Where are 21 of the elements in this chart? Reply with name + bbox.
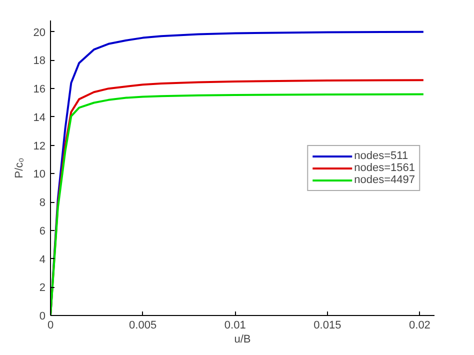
x-tick-label: 0.005 <box>129 320 157 332</box>
x-tick-label: 0.01 <box>224 320 246 332</box>
legend-label: nodes=1561 <box>354 162 415 174</box>
y-tick-label: 10 <box>33 168 46 181</box>
y-tick-label: 20 <box>33 26 46 39</box>
x-axis-title: u/B <box>234 334 251 346</box>
legend-label: nodes=4497 <box>354 174 415 186</box>
x-tick-label: 0.02 <box>409 320 430 332</box>
y-tick-label: 2 <box>39 282 46 294</box>
y-axis-title: P/c₀ <box>13 158 26 178</box>
y-tick-label: 8 <box>39 197 46 210</box>
y-tick-label: 4 <box>39 254 46 266</box>
legend-label: nodes=511 <box>354 150 408 162</box>
y-tick-label: 16 <box>33 84 46 96</box>
y-tick-label: 0 <box>39 310 46 322</box>
x-tick-label: 0 <box>47 320 54 332</box>
y-tick-label: 14 <box>33 112 46 124</box>
y-tick-label: 18 <box>33 55 46 68</box>
y-tick-label: 12 <box>33 140 46 152</box>
x-tick-label: 0.015 <box>314 320 342 332</box>
y-tick-label: 6 <box>39 225 46 238</box>
